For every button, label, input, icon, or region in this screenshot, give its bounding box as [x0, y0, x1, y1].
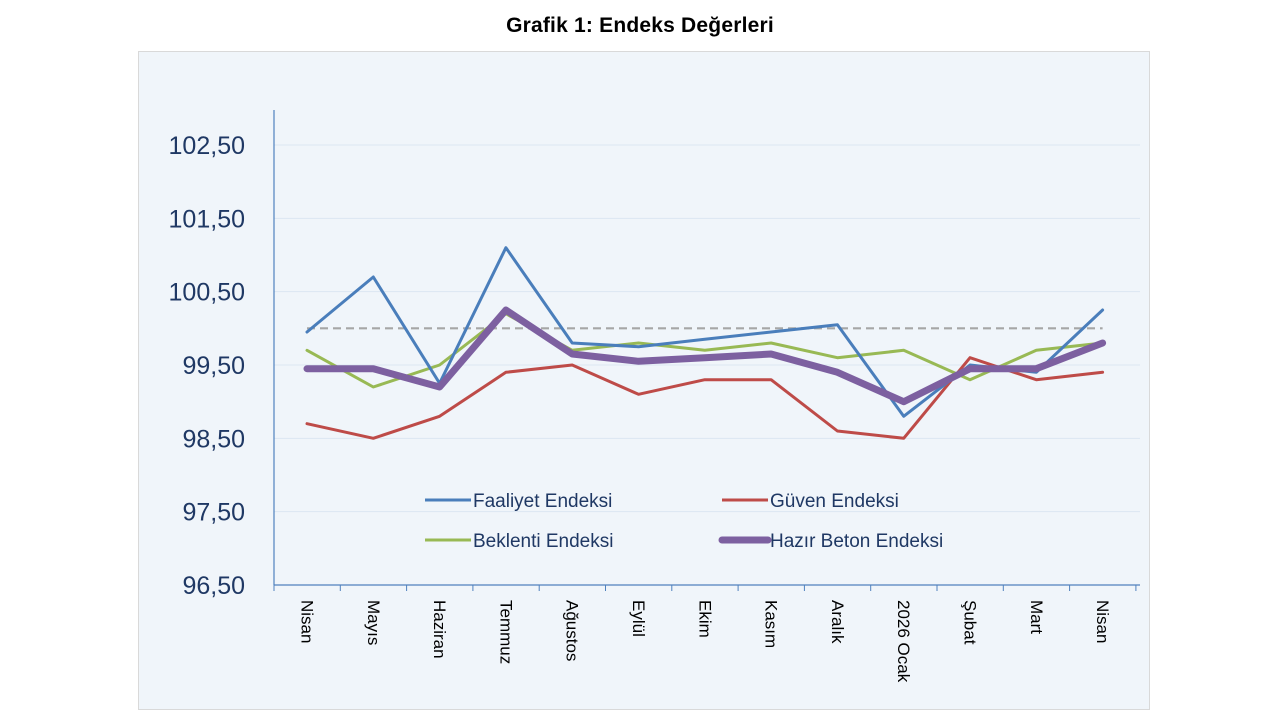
- series-line-2: [305, 356, 1105, 440]
- x-tick-label: Temmuz: [496, 600, 515, 664]
- x-tick-label: Nisan: [298, 600, 317, 643]
- x-tick-label: Nisan: [1093, 600, 1112, 643]
- y-tick-label: 96,50: [182, 572, 245, 600]
- chart-area-border: [138, 51, 1150, 710]
- y-tick-label: 97,50: [182, 499, 245, 527]
- x-tick-label: Aralık: [828, 600, 847, 644]
- x-tick-label: Kasım: [762, 600, 781, 648]
- legend-label: Hazır Beton Endeksi: [770, 531, 943, 552]
- series-lines: [303, 246, 1107, 440]
- x-tick-label: Şubat: [961, 600, 980, 645]
- y-tick-label: 102,50: [169, 132, 245, 160]
- legend-label: Güven Endeksi: [770, 491, 899, 512]
- x-tick-label: Ekim: [695, 600, 714, 638]
- legend-label: Faaliyet Endeksi: [473, 491, 612, 512]
- y-tick-label: 99,50: [182, 352, 245, 380]
- chart-title: Grafik 1: Endeks Değerleri: [506, 14, 774, 37]
- y-tick-label: 101,50: [169, 205, 245, 233]
- x-tick-label: Eylül: [629, 600, 648, 637]
- series-line-4: [303, 306, 1107, 406]
- legend-label: Beklenti Endeksi: [473, 531, 613, 552]
- series-line-3: [305, 312, 1105, 389]
- y-tick-label: 100,50: [169, 279, 245, 307]
- x-tick-label: 2026 Ocak: [894, 600, 913, 683]
- plot-area: [139, 52, 1149, 709]
- x-tick-label: Mayıs: [364, 600, 383, 645]
- axes: 102,50 101,50 100,50 99,50 98,50 97,50 96,50 Ni…: [169, 110, 1140, 683]
- y-tick-label: 98,50: [182, 425, 245, 453]
- legend: Faaliyet Endeksi Güven Endeksi Beklenti En…: [425, 491, 943, 552]
- x-tick-label: Haziran: [430, 600, 449, 659]
- x-tick-label: Mart: [1027, 600, 1046, 634]
- x-tick-label: Ağustos: [563, 600, 582, 661]
